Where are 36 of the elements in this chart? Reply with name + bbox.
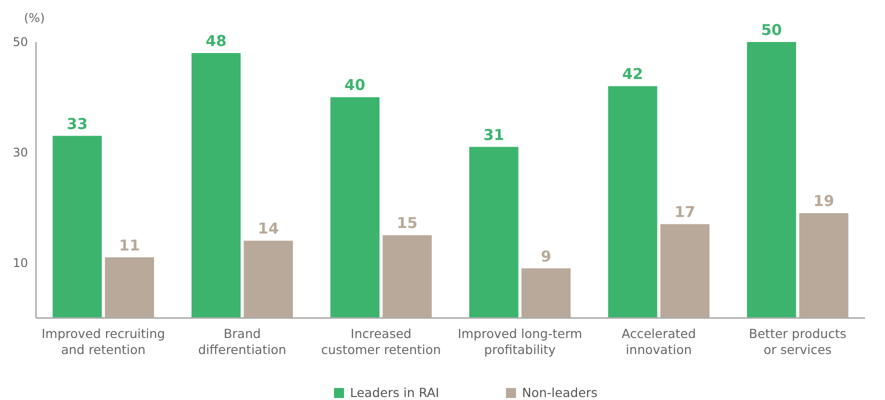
bar	[330, 97, 380, 318]
legend-label: Leaders in RAI	[350, 385, 440, 400]
x-tick-label: Better products or services	[748, 326, 846, 357]
bar	[799, 213, 848, 318]
x-tick-label: Brand differentiation	[198, 326, 286, 357]
data-label: 42	[622, 65, 644, 84]
x-tick-label: Increased customer retention	[321, 326, 441, 357]
data-label: 14	[258, 220, 279, 238]
data-label: 31	[483, 126, 504, 144]
y-tick-label: 30	[12, 146, 28, 160]
x-tick-label: Accelerated innovation	[622, 326, 696, 357]
bar	[746, 42, 796, 318]
bar	[469, 146, 518, 318]
data-label: 11	[119, 236, 140, 254]
y-tick-label: 50	[12, 35, 28, 50]
bar	[382, 235, 432, 318]
data-label: 17	[674, 203, 696, 222]
bar	[660, 224, 710, 318]
y-axis-title: (%)	[24, 11, 45, 25]
data-label: 50	[761, 21, 782, 39]
y-tick-label: 10	[12, 256, 28, 270]
data-label: 9	[540, 247, 552, 266]
bar	[608, 86, 658, 318]
data-label: 33	[66, 114, 88, 133]
legend-label: Non-leaders	[522, 385, 598, 400]
data-label: 40	[344, 76, 366, 94]
bar	[244, 240, 293, 318]
x-tick-label: Improved long-term profitability	[458, 326, 582, 357]
bar	[192, 53, 241, 318]
data-label: 15	[396, 214, 418, 232]
x-tick-label: Improved recruiting and retention	[42, 326, 166, 357]
data-label: 48	[206, 32, 227, 50]
bar	[522, 268, 571, 318]
bar	[104, 257, 154, 318]
data-label: 19	[813, 192, 834, 210]
bar	[52, 136, 102, 318]
